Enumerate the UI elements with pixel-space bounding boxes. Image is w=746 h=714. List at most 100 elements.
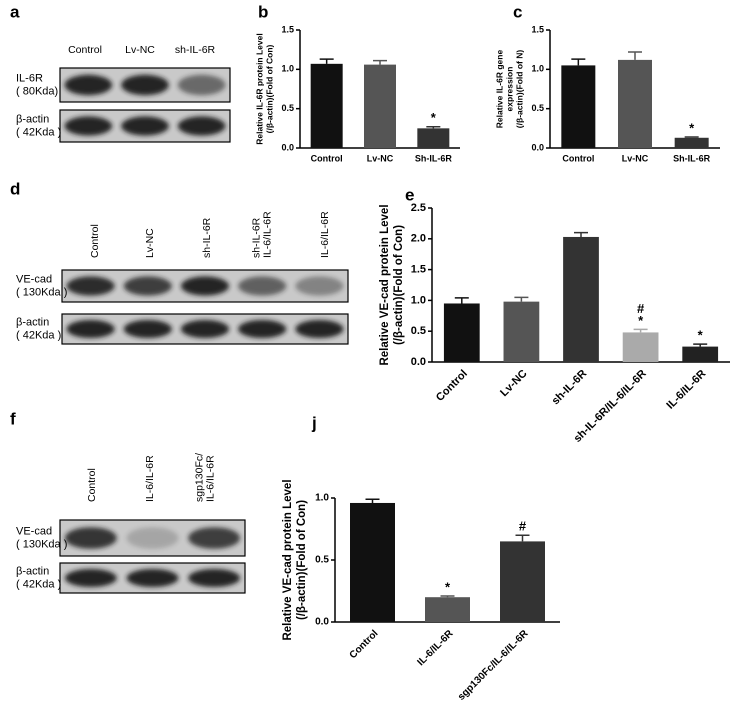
y-tick-label: 0.0 <box>281 142 294 152</box>
error-bar <box>515 534 530 542</box>
y-tick-label: 0.5 <box>315 555 329 566</box>
y-tick-label: 2.5 <box>411 202 426 214</box>
y-tick-label: 1.5 <box>411 264 426 276</box>
panel-label: e <box>405 185 414 204</box>
y-axis-label: (/β-actin)(Fold of Con) <box>393 225 405 345</box>
blot-band <box>64 74 113 96</box>
blot-band <box>64 116 113 136</box>
blot-band <box>121 116 169 136</box>
lane-label: IL-6/IL-6R <box>319 211 331 258</box>
blot-band <box>180 320 230 338</box>
bar <box>561 65 596 148</box>
x-tick-label: Control <box>348 628 381 661</box>
y-tick-label: 1.0 <box>281 64 294 74</box>
error-bar <box>454 297 469 304</box>
y-axis-label: Relative VE-cad protein Level <box>379 204 391 365</box>
y-tick-label: 0.0 <box>315 617 329 628</box>
error-bar <box>574 231 588 237</box>
x-tick-label: Lv-NC <box>622 153 649 163</box>
blot-band <box>177 116 226 136</box>
y-tick-label: 0.5 <box>281 103 294 113</box>
panel-label: j <box>311 413 317 432</box>
significance-mark: * <box>638 313 644 328</box>
bar <box>503 301 540 362</box>
error-bar <box>426 126 441 129</box>
error-bar <box>373 59 387 65</box>
bar <box>350 502 395 622</box>
bar <box>563 236 599 362</box>
bar <box>425 597 470 622</box>
y-tick-label: 1.0 <box>315 493 329 504</box>
y-axis-label: (/β-actin)(Fold of Con) <box>264 44 274 133</box>
error-bar <box>693 343 708 347</box>
x-tick-label: Sh-IL-6R <box>415 153 452 163</box>
blot-band <box>66 320 115 338</box>
significance-mark: * <box>445 579 451 594</box>
lane-label: Control <box>68 44 102 56</box>
bar <box>443 303 480 362</box>
y-axis-label: expression <box>504 67 514 112</box>
blot-band <box>238 320 287 338</box>
row-label: VE-cad <box>16 273 52 285</box>
blot-band <box>126 569 179 587</box>
blot-band <box>123 320 172 338</box>
significance-mark: * <box>698 328 704 343</box>
y-tick-label: 2.0 <box>411 233 426 245</box>
y-tick-label: 0.0 <box>411 356 426 368</box>
panel-label: c <box>513 2 522 21</box>
lane-label: sgp130Fc/ <box>193 453 205 502</box>
error-bar <box>571 58 586 66</box>
y-tick-label: 0.5 <box>411 325 426 337</box>
row-label: β-actin <box>16 565 49 577</box>
row-label: IL-6R <box>16 72 43 84</box>
blot-band <box>66 276 115 296</box>
row-label: β-actin <box>16 316 49 328</box>
y-axis-label: Relative IL-6R gene <box>494 50 504 129</box>
blot-band <box>295 276 344 296</box>
blot-band <box>64 527 117 549</box>
blot-band <box>126 527 179 549</box>
significance-mark: # <box>637 301 645 316</box>
lane-label: sh-IL-6R <box>250 217 262 258</box>
x-tick-label: Lv-NC <box>367 153 394 163</box>
row-label: ( 42Kda ) <box>16 126 61 138</box>
significance-mark: * <box>689 120 695 135</box>
bar <box>622 332 659 362</box>
y-tick-label: 1.5 <box>531 24 544 34</box>
x-tick-label: sgp130Fc/IL-6/IL-6R <box>456 628 531 703</box>
lane-label: IL-6/IL-6R <box>261 211 273 258</box>
x-tick-label: Lv-NC <box>498 368 529 399</box>
bar <box>417 128 450 148</box>
bar <box>364 64 396 148</box>
lane-label: Lv-NC <box>125 44 155 56</box>
x-tick-label: Control <box>562 153 594 163</box>
bar <box>310 63 343 148</box>
blot-band <box>180 276 230 296</box>
bar <box>618 59 652 148</box>
y-tick-label: 1.0 <box>531 64 544 74</box>
row-label: ( 42Kda ) <box>16 578 61 590</box>
row-label: VE-cad <box>16 525 52 537</box>
y-axis-label: Relative VE-cad protein Level <box>282 479 294 640</box>
row-label: ( 130Kda ) <box>16 538 67 550</box>
lane-label: Lv-NC <box>144 228 156 258</box>
lane-label: sh-IL-6R <box>201 217 213 258</box>
x-tick-label: IL-6/IL-6R <box>664 368 708 412</box>
y-axis-label: Relative IL-6R protein Level <box>254 33 264 144</box>
y-axis-label: (/β-actin)(Fold of N) <box>514 50 524 129</box>
blot-band <box>295 320 344 338</box>
lane-label: IL-6/IL-6R <box>144 455 156 502</box>
row-label: ( 80Kda) <box>16 85 58 97</box>
y-axis-label: (/β-actin)(Fold of Con) <box>296 500 308 620</box>
blot-band <box>188 527 241 549</box>
significance-mark: # <box>519 519 527 534</box>
error-bar <box>628 51 642 60</box>
y-tick-label: 0.0 <box>531 142 544 152</box>
panel-label: a <box>10 2 20 21</box>
lane-label: Control <box>89 224 101 258</box>
y-tick-label: 1.5 <box>281 24 294 34</box>
lane-label: Control <box>86 468 98 502</box>
error-bar <box>684 136 699 138</box>
bar <box>500 541 545 622</box>
blot-band <box>238 276 287 296</box>
